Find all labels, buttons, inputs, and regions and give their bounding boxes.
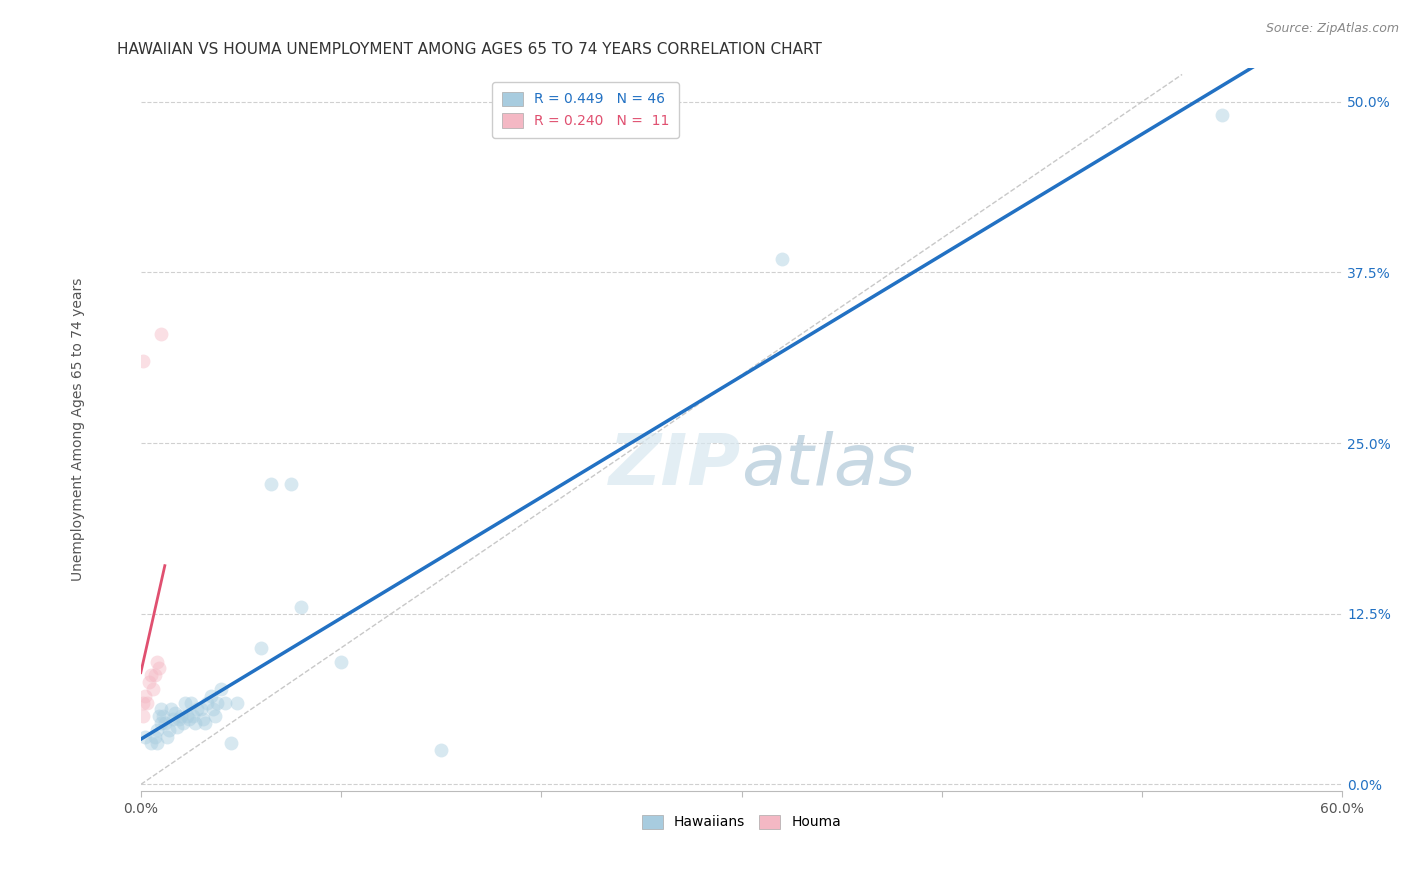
Point	[260, 477, 283, 491]
Point	[143, 730, 166, 744]
Point	[200, 689, 222, 703]
Point	[149, 326, 172, 341]
Point	[190, 702, 212, 716]
Point	[160, 702, 183, 716]
Point	[226, 696, 249, 710]
Point	[149, 716, 172, 731]
Point	[430, 743, 453, 757]
Point	[205, 696, 228, 710]
Point	[290, 599, 312, 614]
Point	[173, 696, 195, 710]
Point	[1211, 108, 1233, 122]
Point	[138, 675, 160, 690]
Point	[153, 716, 176, 731]
Point	[195, 696, 218, 710]
Point	[184, 716, 207, 731]
Point	[132, 696, 155, 710]
Point	[162, 712, 184, 726]
Point	[219, 736, 242, 750]
Point	[167, 712, 190, 726]
Point	[146, 723, 169, 737]
Point	[280, 477, 302, 491]
Point	[330, 655, 353, 669]
Point	[139, 736, 162, 750]
Point	[201, 702, 224, 716]
Text: ZIP: ZIP	[609, 431, 741, 500]
Point	[194, 716, 217, 731]
Point	[134, 689, 156, 703]
Text: HAWAIIAN VS HOUMA UNEMPLOYMENT AMONG AGES 65 TO 74 YEARS CORRELATION CHART: HAWAIIAN VS HOUMA UNEMPLOYMENT AMONG AGE…	[117, 42, 821, 57]
Point	[176, 709, 198, 723]
Point	[152, 709, 174, 723]
Point	[157, 723, 180, 737]
Point	[142, 681, 165, 696]
Point	[148, 661, 170, 675]
Point	[191, 712, 214, 726]
Point	[139, 668, 162, 682]
Legend: Hawaiians, Houma: Hawaiians, Houma	[637, 809, 846, 835]
Point	[172, 716, 194, 731]
Point	[134, 730, 156, 744]
Point	[132, 354, 155, 368]
Point	[170, 709, 193, 723]
Point	[204, 709, 226, 723]
Point	[156, 730, 179, 744]
Point	[177, 712, 200, 726]
Point	[209, 681, 232, 696]
Point	[180, 696, 202, 710]
Point	[132, 709, 155, 723]
Point	[214, 696, 236, 710]
Point	[770, 252, 793, 266]
Point	[148, 709, 170, 723]
Text: atlas: atlas	[741, 431, 917, 500]
Point	[146, 655, 169, 669]
Y-axis label: Unemployment Among Ages 65 to 74 years: Unemployment Among Ages 65 to 74 years	[72, 277, 86, 582]
Point	[146, 736, 169, 750]
Point	[250, 640, 273, 655]
Point	[149, 702, 172, 716]
Point	[135, 696, 157, 710]
Point	[181, 709, 204, 723]
Point	[163, 706, 186, 721]
Point	[143, 668, 166, 682]
Point	[166, 720, 188, 734]
Point	[186, 702, 208, 716]
Text: Source: ZipAtlas.com: Source: ZipAtlas.com	[1265, 22, 1399, 36]
